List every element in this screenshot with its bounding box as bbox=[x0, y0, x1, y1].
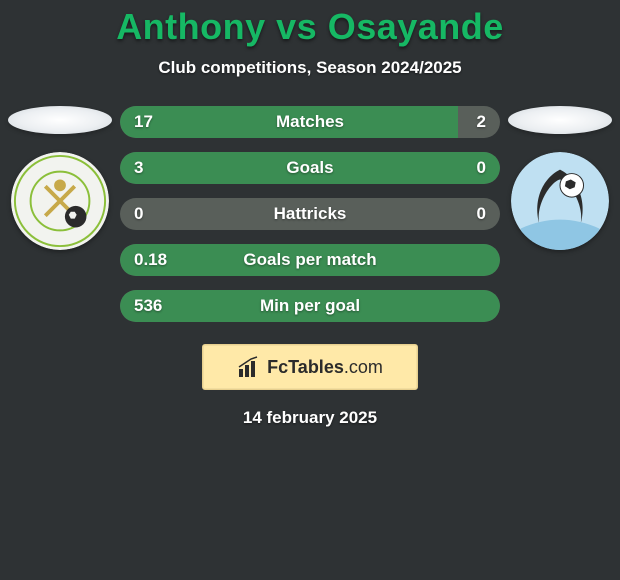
stat-right-value: 2 bbox=[477, 112, 486, 132]
stat-label: Matches bbox=[120, 112, 500, 132]
stat-label: Goals per match bbox=[120, 250, 500, 270]
title: Anthony vs Osayande bbox=[0, 6, 620, 48]
player-left-avatar-placeholder bbox=[8, 106, 112, 134]
club-badge-right bbox=[511, 152, 609, 250]
date-text: 14 february 2025 bbox=[0, 408, 620, 428]
stat-row: 0Hattricks0 bbox=[120, 198, 500, 230]
brand-badge[interactable]: FcTables.com bbox=[202, 344, 418, 390]
stat-row: 17Matches2 bbox=[120, 106, 500, 138]
stat-label: Goals bbox=[120, 158, 500, 178]
stat-row: 536Min per goal bbox=[120, 290, 500, 322]
stat-label: Hattricks bbox=[120, 204, 500, 224]
player-right-avatar-placeholder bbox=[508, 106, 612, 134]
stat-right-value: 0 bbox=[477, 204, 486, 224]
stat-row: 3Goals0 bbox=[120, 152, 500, 184]
player-right-column bbox=[500, 106, 620, 250]
brand-main: FcTables bbox=[267, 357, 344, 377]
stat-right-value: 0 bbox=[477, 158, 486, 178]
club-badge-left bbox=[11, 152, 109, 250]
club-badge-right-icon bbox=[511, 152, 609, 250]
subtitle: Club competitions, Season 2024/2025 bbox=[0, 58, 620, 78]
bar-chart-icon bbox=[237, 355, 261, 379]
club-badge-left-icon bbox=[11, 152, 109, 250]
body: 17Matches23Goals00Hattricks00.18Goals pe… bbox=[0, 106, 620, 322]
comparison-card: Anthony vs Osayande Club competitions, S… bbox=[0, 0, 620, 580]
brand-domain: .com bbox=[344, 357, 383, 377]
stat-label: Min per goal bbox=[120, 296, 500, 316]
stats-list: 17Matches23Goals00Hattricks00.18Goals pe… bbox=[120, 106, 500, 322]
brand-text: FcTables.com bbox=[267, 357, 383, 378]
player-left-column bbox=[0, 106, 120, 250]
stat-row: 0.18Goals per match bbox=[120, 244, 500, 276]
